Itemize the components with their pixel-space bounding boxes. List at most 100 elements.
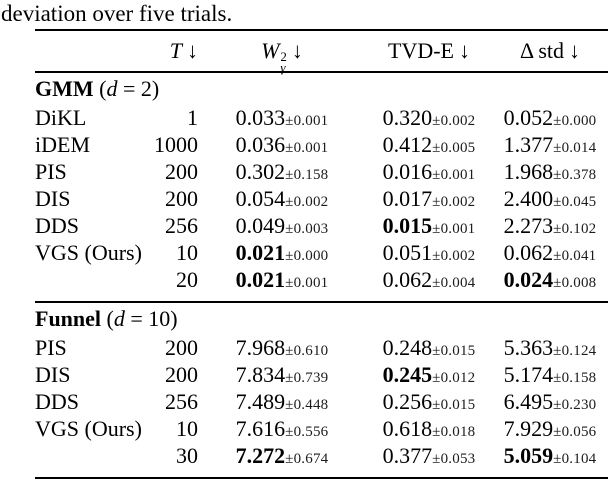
metric-cell: 0.024±0.008 [492, 266, 608, 297]
metric-cell: 2.273±0.102 [492, 212, 608, 243]
metric-cell: 5.174±0.158 [492, 361, 608, 392]
t-cell: 200 [165, 159, 198, 185]
down-arrow-icon: ↓ [187, 38, 198, 64]
table-body: GMM (d = 2) DiKL 1 0.033±0.001 0.320±0.002 0.… [35, 73, 608, 477]
metric-std: ±0.001 [432, 221, 476, 238]
section-dim-rest: = 10) [124, 305, 178, 331]
metric-cell: 7.834±0.739 [198, 361, 366, 392]
section-dim-var: d [113, 305, 125, 331]
table-row: DIS 200 7.834±0.739 0.245±0.012 5.174±0.158 [35, 361, 608, 388]
metric-cell: 6.495±0.230 [492, 388, 608, 419]
metric-std: ±0.000 [553, 113, 597, 130]
metric-cell: 0.054±0.002 [198, 185, 366, 216]
metric-main: 0.412 [382, 132, 433, 158]
metric-main: 5.059 [503, 442, 554, 468]
header-rule [35, 71, 608, 74]
col-header-t: T ↓ [169, 38, 198, 64]
table-row: DDS 256 7.489±0.448 0.256±0.015 6.495±0.230 [35, 388, 608, 415]
metric-main: 1.377 [503, 132, 554, 158]
metric-std: ±0.041 [553, 248, 597, 265]
metric-std: ±0.056 [553, 423, 597, 440]
metric-cell: 5.059±0.104 [492, 442, 608, 473]
metric-std: ±0.002 [285, 194, 329, 211]
metric-std: ±0.014 [553, 140, 597, 157]
metric-cell: 0.248±0.015 [366, 334, 492, 365]
metric-std: ±0.001 [285, 113, 329, 130]
table-row: DiKL 1 0.033±0.001 0.320±0.002 0.052±0.000 [35, 104, 608, 131]
method-cell: iDEM [35, 132, 90, 158]
metric-cell: 0.021±0.000 [198, 239, 366, 270]
down-arrow-icon: ↓ [458, 38, 470, 64]
metric-cell: 1.968±0.378 [492, 158, 608, 189]
metric-std: ±0.015 [432, 342, 476, 359]
metric-std: ±0.104 [553, 450, 597, 467]
metric-std: ±0.003 [285, 221, 329, 238]
metric-main: 7.834 [235, 361, 286, 387]
metric-cell: 7.489±0.448 [198, 388, 366, 419]
metric-std: ±0.002 [432, 248, 476, 265]
metric-main: 0.062 [503, 240, 554, 266]
metric-cell: 5.363±0.124 [492, 334, 608, 365]
metric-std: ±0.001 [285, 140, 329, 157]
metric-cell: 0.017±0.002 [366, 185, 492, 216]
metric-std: ±0.674 [285, 450, 329, 467]
metric-main: 7.616 [235, 415, 286, 441]
section-name: Funnel [35, 305, 102, 331]
metric-cell: 1.377±0.014 [492, 131, 608, 162]
method-cell: DDS [35, 213, 80, 239]
metric-main: 6.495 [503, 388, 554, 414]
metric-main: 0.256 [382, 388, 433, 414]
section-title-row: GMM (d = 2) [35, 73, 608, 104]
metric-main: 0.017 [382, 186, 433, 212]
col-header-w2: W 2 γ ↓ [261, 38, 303, 76]
metric-std: ±0.102 [553, 221, 597, 238]
metric-cell: 0.036±0.001 [198, 131, 366, 162]
metric-std: ±0.004 [432, 275, 476, 292]
metric-std: ±0.005 [432, 140, 476, 157]
metric-main: 0.245 [382, 361, 433, 387]
metric-main: 5.363 [503, 334, 554, 360]
metric-std: ±0.448 [285, 396, 329, 413]
table-row: PIS 200 0.302±0.158 0.016±0.001 1.968±0.378 [35, 158, 608, 185]
table-row: 30 7.272±0.674 0.377±0.053 5.059±0.104 [35, 442, 608, 469]
section-title: GMM (d = 2) [35, 73, 608, 105]
metric-std: ±0.230 [553, 396, 597, 413]
t-cell: 10 [176, 415, 198, 441]
t-cell: 1 [187, 105, 198, 131]
metric-cell: 0.412±0.005 [366, 131, 492, 162]
metric-cell: 0.049±0.003 [198, 212, 366, 243]
results-table: T ↓ W 2 γ ↓ TVD-E ↓ Δ std ↓ GMM (d = 2) DiKL 1 0.… [35, 29, 608, 480]
method-cell: DDS [35, 388, 80, 414]
metric-cell: 0.051±0.002 [366, 239, 492, 270]
table-row: DDS 256 0.049±0.003 0.015±0.001 2.273±0.102 [35, 212, 608, 239]
metric-main: 0.302 [235, 159, 286, 185]
metric-std: ±0.158 [553, 369, 597, 386]
metric-cell: 0.302±0.158 [198, 158, 366, 189]
metric-main: 0.618 [382, 415, 433, 441]
down-arrow-icon: ↓ [569, 38, 581, 64]
metric-main: 0.036 [235, 132, 286, 158]
section-name: GMM [35, 76, 94, 102]
bottom-rule [35, 476, 608, 480]
metric-std: ±0.018 [432, 423, 476, 440]
metric-main: 0.021 [235, 267, 286, 293]
t-cell: 200 [165, 334, 198, 360]
t-cell: 1000 [154, 132, 198, 158]
metric-std: ±0.001 [432, 167, 476, 184]
method-cell: DIS [35, 186, 71, 212]
method-cell: PIS [35, 334, 67, 360]
col-header-method [35, 31, 150, 73]
metric-cell: 7.929±0.056 [492, 415, 608, 446]
table-row: VGS (Ours) 10 0.021±0.000 0.051±0.002 0.062±… [35, 239, 608, 266]
metric-main: 7.272 [235, 442, 286, 468]
metric-main: 0.021 [235, 240, 286, 266]
method-cell [35, 442, 150, 473]
t-cell: 256 [165, 213, 198, 239]
metric-cell: 0.016±0.001 [366, 158, 492, 189]
metric-std: ±0.610 [285, 342, 329, 359]
metric-main: 5.174 [503, 361, 554, 387]
t-cell: 30 [176, 442, 198, 468]
section-dim-var: d [106, 76, 118, 102]
metric-std: ±0.015 [432, 396, 476, 413]
metric-cell: 7.272±0.674 [198, 442, 366, 473]
